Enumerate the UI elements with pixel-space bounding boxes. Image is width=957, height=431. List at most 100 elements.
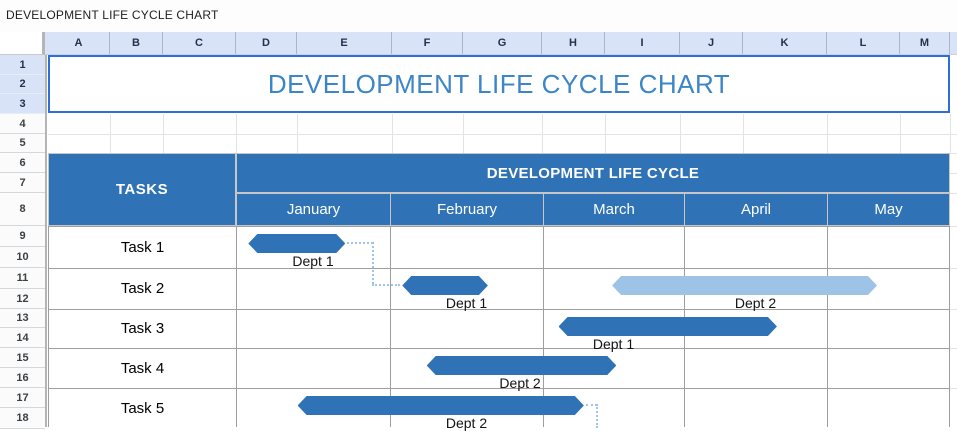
gridline — [950, 268, 957, 269]
lifecycle-header-label: DEVELOPMENT LIFE CYCLE — [486, 164, 700, 182]
gridline — [163, 114, 164, 153]
row-header-3[interactable]: 3 — [0, 94, 45, 114]
column-header-m[interactable]: M — [900, 32, 950, 54]
column-header-d[interactable]: D — [236, 32, 297, 54]
dependency-connector-segment — [595, 404, 598, 428]
table-border-line — [827, 226, 828, 427]
gridline — [110, 114, 111, 153]
gantt-bar-task2-dept-1[interactable] — [402, 276, 488, 295]
dependency-connector-segment — [372, 284, 401, 286]
document-title-bar: DEVELOPMENT LIFE CYCLE CHART — [0, 0, 957, 32]
row-header-column: 1 2 3 4 5 6 7 8 9 10 11 12 13 14 15 16 17 18 — [0, 55, 47, 429]
task-name-cell-1[interactable]: Task 1 — [49, 227, 236, 267]
row-header-11[interactable]: 11 — [0, 268, 45, 289]
gantt-bar-label: Dept 1 — [445, 295, 488, 311]
gantt-bar-label: Dept 2 — [499, 375, 541, 391]
table-border-line — [236, 226, 237, 427]
gridline — [950, 309, 957, 310]
column-header-j[interactable]: J — [680, 32, 743, 54]
column-header-k[interactable]: K — [743, 32, 827, 54]
dependency-connector-segment — [372, 242, 375, 284]
row-header-17[interactable]: 17 — [0, 388, 45, 408]
row-header-12[interactable]: 12 — [0, 289, 45, 309]
column-header-l[interactable]: L — [827, 32, 900, 54]
sheet-title-text: DEVELOPMENT LIFE CYCLE CHART — [267, 68, 731, 99]
column-header-f[interactable]: F — [392, 32, 463, 54]
task-name-cell-4[interactable]: Task 4 — [49, 349, 236, 387]
gridline — [950, 114, 951, 153]
gantt-bar-label: Dept 2 — [734, 295, 777, 311]
row-header-4[interactable]: 4 — [0, 114, 45, 134]
row-header-15[interactable]: 15 — [0, 348, 45, 368]
gridline — [950, 388, 957, 389]
table-border-line — [48, 268, 950, 269]
gantt-bar-task5-dept-2[interactable] — [298, 396, 584, 415]
table-border-line — [48, 226, 49, 427]
gridline — [48, 134, 957, 135]
gridline — [680, 114, 681, 153]
row-header-5[interactable]: 5 — [0, 134, 45, 153]
row-header-7[interactable]: 7 — [0, 173, 45, 193]
column-header-e[interactable]: E — [297, 32, 392, 54]
column-header-b[interactable]: B — [110, 32, 163, 54]
gridline — [542, 114, 543, 153]
gantt-bar-label: Dept 2 — [445, 415, 488, 431]
tasks-header-label: TASKS — [115, 181, 169, 198]
gantt-bar-task1-dept-1[interactable] — [248, 234, 345, 253]
column-header-c[interactable]: C — [163, 32, 236, 54]
gantt-bar-label: Dept 1 — [292, 253, 334, 269]
select-all-corner[interactable] — [0, 32, 45, 55]
gridline — [950, 348, 957, 349]
gridline — [743, 114, 744, 153]
month-header-january[interactable]: January — [236, 193, 391, 226]
gridline — [950, 173, 957, 174]
task-name-cell-3[interactable]: Task 3 — [49, 310, 236, 347]
column-header-i[interactable]: I — [605, 32, 680, 54]
column-header-h[interactable]: H — [542, 32, 605, 54]
sheet-title-cell[interactable]: DEVELOPMENT LIFE CYCLE CHART — [48, 55, 950, 113]
gridline — [297, 114, 298, 153]
table-border-line — [48, 226, 950, 227]
table-border-line — [48, 309, 950, 310]
table-border-line — [543, 226, 544, 427]
gridline — [236, 114, 237, 153]
row-header-13[interactable]: 13 — [0, 309, 45, 328]
month-header-march[interactable]: March — [543, 193, 685, 226]
gantt-bar-label: Dept 1 — [592, 336, 635, 352]
task-name-cell-5[interactable]: Task 5 — [49, 389, 236, 428]
gridline — [827, 114, 828, 153]
table-border-line — [48, 348, 950, 349]
column-header-g[interactable]: G — [463, 32, 542, 54]
column-header-a[interactable]: A — [48, 32, 110, 54]
gridline — [950, 193, 957, 194]
gantt-bar-task3-dept-1[interactable] — [559, 317, 777, 336]
table-border-line — [390, 226, 391, 427]
gantt-bar-task4-dept-2[interactable] — [427, 356, 617, 375]
task-name-cell-2[interactable]: Task 2 — [49, 269, 236, 308]
dependency-connector-segment — [347, 242, 374, 244]
gantt-bar-task2-dept-2[interactable] — [612, 276, 877, 295]
row-header-2[interactable]: 2 — [0, 75, 45, 94]
lifecycle-header-cell[interactable]: DEVELOPMENT LIFE CYCLE — [236, 153, 950, 193]
month-header-february[interactable]: February — [390, 193, 544, 226]
tasks-header-cell[interactable]: TASKS — [48, 153, 236, 226]
row-header-10[interactable]: 10 — [0, 247, 45, 268]
month-header-may[interactable]: May — [827, 193, 950, 226]
gridline — [900, 114, 901, 153]
row-header-1[interactable]: 1 — [0, 55, 45, 75]
gridline — [463, 114, 464, 153]
row-header-14[interactable]: 14 — [0, 328, 45, 348]
gridline — [950, 226, 957, 227]
row-header-6[interactable]: 6 — [0, 153, 45, 173]
row-header-9[interactable]: 9 — [0, 226, 45, 247]
row-header-16[interactable]: 16 — [0, 368, 45, 388]
table-border-line — [949, 226, 950, 427]
row-header-8[interactable]: 8 — [0, 193, 45, 226]
month-header-april[interactable]: April — [684, 193, 828, 226]
gridline — [392, 114, 393, 153]
gridline — [605, 114, 606, 153]
table-border-line — [48, 388, 950, 389]
dependency-connector-segment — [585, 404, 597, 406]
